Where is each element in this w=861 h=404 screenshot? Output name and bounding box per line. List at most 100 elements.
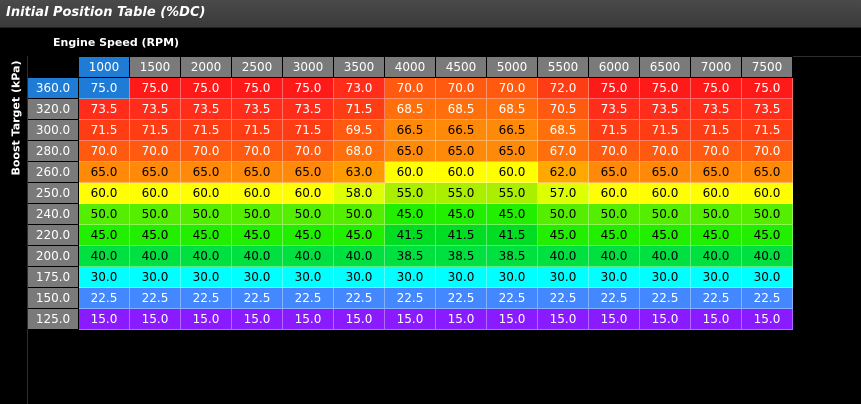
table-cell[interactable]: 73.5 xyxy=(130,99,181,120)
table-cell[interactable]: 70.0 xyxy=(487,78,538,99)
table-cell[interactable]: 55.0 xyxy=(436,183,487,204)
table-cell[interactable]: 60.0 xyxy=(589,183,640,204)
table-cell[interactable]: 15.0 xyxy=(589,309,640,330)
table-cell[interactable]: 65.0 xyxy=(232,162,283,183)
table-cell[interactable]: 45.0 xyxy=(487,204,538,225)
column-header-rpm[interactable]: 3500 xyxy=(334,57,385,78)
table-cell[interactable]: 65.0 xyxy=(589,162,640,183)
table-cell[interactable]: 73.5 xyxy=(742,99,793,120)
table-cell[interactable]: 60.0 xyxy=(232,183,283,204)
table-cell[interactable]: 65.0 xyxy=(436,141,487,162)
table-cell[interactable]: 15.0 xyxy=(283,309,334,330)
column-header-rpm[interactable]: 6500 xyxy=(640,57,691,78)
table-cell[interactable]: 68.5 xyxy=(436,99,487,120)
table-cell[interactable]: 71.5 xyxy=(640,120,691,141)
table-cell[interactable]: 70.0 xyxy=(385,78,436,99)
table-cell[interactable]: 75.0 xyxy=(181,78,232,99)
table-cell[interactable]: 22.5 xyxy=(691,288,742,309)
table-cell[interactable]: 50.0 xyxy=(538,204,589,225)
row-header-kpa[interactable]: 220.0 xyxy=(28,225,79,246)
table-cell[interactable]: 45.0 xyxy=(334,225,385,246)
column-header-rpm[interactable]: 2000 xyxy=(181,57,232,78)
table-cell[interactable]: 45.0 xyxy=(436,204,487,225)
table-cell[interactable]: 45.0 xyxy=(181,225,232,246)
row-header-kpa[interactable]: 260.0 xyxy=(28,162,79,183)
table-cell[interactable]: 30.0 xyxy=(691,267,742,288)
table-cell[interactable]: 73.5 xyxy=(589,99,640,120)
column-header-rpm[interactable]: 4500 xyxy=(436,57,487,78)
table-cell[interactable]: 30.0 xyxy=(385,267,436,288)
table-cell[interactable]: 70.0 xyxy=(436,78,487,99)
table-cell[interactable]: 70.0 xyxy=(640,141,691,162)
table-cell[interactable]: 60.0 xyxy=(385,162,436,183)
table-cell[interactable]: 30.0 xyxy=(181,267,232,288)
table-cell[interactable]: 50.0 xyxy=(181,204,232,225)
table-cell[interactable]: 40.0 xyxy=(283,246,334,267)
table-cell[interactable]: 38.5 xyxy=(385,246,436,267)
table-cell[interactable]: 67.0 xyxy=(538,141,589,162)
table-cell[interactable]: 70.0 xyxy=(181,141,232,162)
table-cell[interactable]: 70.0 xyxy=(130,141,181,162)
table-cell[interactable]: 45.0 xyxy=(589,225,640,246)
table-cell[interactable]: 71.5 xyxy=(232,120,283,141)
table-cell[interactable]: 71.5 xyxy=(742,120,793,141)
table-cell[interactable]: 65.0 xyxy=(79,162,130,183)
table-cell[interactable]: 60.0 xyxy=(283,183,334,204)
table-cell[interactable]: 71.5 xyxy=(79,120,130,141)
table-cell[interactable]: 75.0 xyxy=(79,78,130,99)
row-header-kpa[interactable]: 240.0 xyxy=(28,204,79,225)
table-cell[interactable]: 15.0 xyxy=(640,309,691,330)
table-cell[interactable]: 15.0 xyxy=(742,309,793,330)
table-cell[interactable]: 65.0 xyxy=(487,141,538,162)
table-cell[interactable]: 22.5 xyxy=(487,288,538,309)
table-cell[interactable]: 71.5 xyxy=(334,99,385,120)
row-header-kpa[interactable]: 200.0 xyxy=(28,246,79,267)
table-cell[interactable]: 30.0 xyxy=(232,267,283,288)
column-header-rpm[interactable]: 3000 xyxy=(283,57,334,78)
table-cell[interactable]: 70.0 xyxy=(742,141,793,162)
table-cell[interactable]: 30.0 xyxy=(487,267,538,288)
table-cell[interactable]: 73.5 xyxy=(181,99,232,120)
table-cell[interactable]: 55.0 xyxy=(385,183,436,204)
table-cell[interactable]: 73.5 xyxy=(691,99,742,120)
table-cell[interactable]: 22.5 xyxy=(181,288,232,309)
row-header-kpa[interactable]: 280.0 xyxy=(28,141,79,162)
table-cell[interactable]: 30.0 xyxy=(589,267,640,288)
table-cell[interactable]: 30.0 xyxy=(79,267,130,288)
column-header-rpm[interactable]: 5500 xyxy=(538,57,589,78)
table-cell[interactable]: 45.0 xyxy=(538,225,589,246)
table-cell[interactable]: 70.0 xyxy=(232,141,283,162)
table-cell[interactable]: 75.0 xyxy=(691,78,742,99)
table-cell[interactable]: 71.5 xyxy=(691,120,742,141)
table-cell[interactable]: 45.0 xyxy=(232,225,283,246)
table-cell[interactable]: 75.0 xyxy=(742,78,793,99)
table-cell[interactable]: 40.0 xyxy=(181,246,232,267)
table-cell[interactable]: 30.0 xyxy=(742,267,793,288)
table-cell[interactable]: 50.0 xyxy=(232,204,283,225)
row-header-kpa[interactable]: 300.0 xyxy=(28,120,79,141)
table-cell[interactable]: 72.0 xyxy=(538,78,589,99)
table-cell[interactable]: 60.0 xyxy=(181,183,232,204)
column-header-rpm[interactable]: 7000 xyxy=(691,57,742,78)
table-cell[interactable]: 40.0 xyxy=(232,246,283,267)
table-cell[interactable]: 40.0 xyxy=(79,246,130,267)
table-cell[interactable]: 15.0 xyxy=(79,309,130,330)
table-cell[interactable]: 71.5 xyxy=(589,120,640,141)
table-cell[interactable]: 50.0 xyxy=(130,204,181,225)
table-cell[interactable]: 40.0 xyxy=(334,246,385,267)
table-cell[interactable]: 45.0 xyxy=(691,225,742,246)
table-cell[interactable]: 45.0 xyxy=(283,225,334,246)
table-cell[interactable]: 38.5 xyxy=(436,246,487,267)
table-cell[interactable]: 65.0 xyxy=(640,162,691,183)
column-header-rpm[interactable]: 4000 xyxy=(385,57,436,78)
table-cell[interactable]: 73.5 xyxy=(283,99,334,120)
table-cell[interactable]: 50.0 xyxy=(742,204,793,225)
table-cell[interactable]: 15.0 xyxy=(487,309,538,330)
table-cell[interactable]: 22.5 xyxy=(742,288,793,309)
row-header-kpa[interactable]: 175.0 xyxy=(28,267,79,288)
table-cell[interactable]: 40.0 xyxy=(691,246,742,267)
table-cell[interactable]: 73.5 xyxy=(640,99,691,120)
table-cell[interactable]: 22.5 xyxy=(283,288,334,309)
table-cell[interactable]: 50.0 xyxy=(589,204,640,225)
table-cell[interactable]: 50.0 xyxy=(79,204,130,225)
